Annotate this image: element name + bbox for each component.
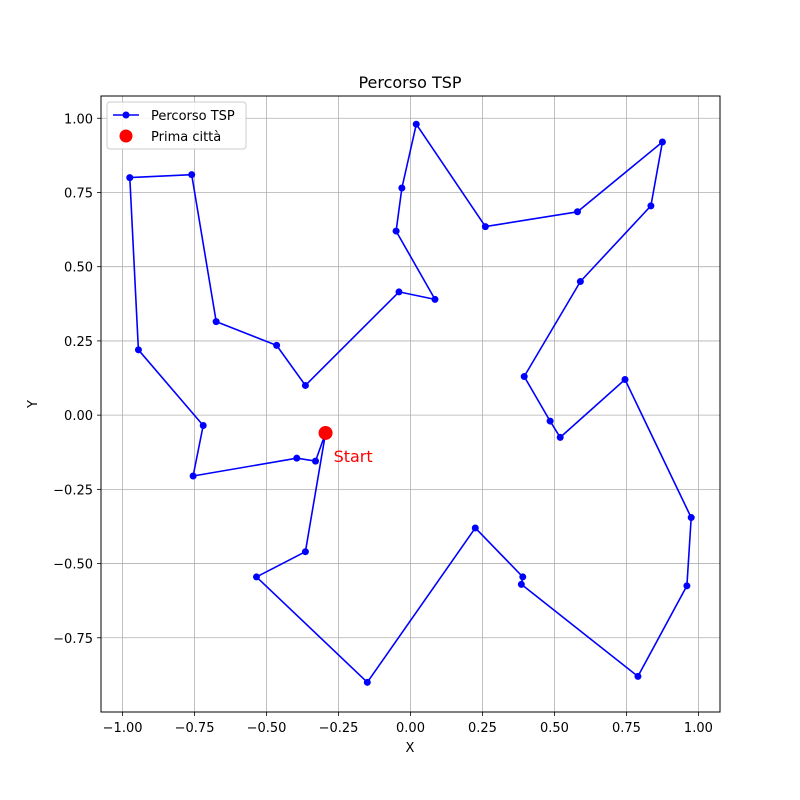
x-tick-label: 1.00	[684, 721, 713, 736]
x-tick-label: 0.25	[468, 721, 497, 736]
route-point	[188, 171, 196, 179]
route-point	[301, 548, 309, 556]
legend-point-marker	[122, 111, 130, 119]
route-point	[519, 573, 527, 581]
y-tick-label: 0.25	[64, 335, 93, 350]
route-point	[311, 457, 319, 465]
x-tick-label: 0.75	[612, 721, 641, 736]
y-tick-label: −0.25	[53, 483, 93, 498]
x-tick-label: −1.00	[103, 721, 143, 736]
route-point	[301, 381, 309, 389]
legend-label-start: Prima città	[151, 130, 221, 145]
route-point	[520, 373, 528, 381]
legend-box	[106, 101, 247, 150]
legend-label-route: Percorso TSP	[151, 109, 235, 124]
route-point	[647, 202, 655, 210]
route-point	[683, 582, 691, 590]
route-point	[392, 227, 400, 235]
route-point	[363, 678, 371, 686]
route-point	[471, 524, 479, 532]
route-point	[576, 278, 584, 286]
route-point	[134, 346, 142, 354]
route-point	[126, 174, 134, 182]
route-point	[431, 295, 439, 303]
route-point	[412, 120, 420, 128]
x-axis-label: X	[406, 741, 415, 756]
x-tick-label: −0.25	[319, 721, 359, 736]
route-point	[199, 422, 207, 430]
y-axis-ticks: −0.75 −0.50 −0.25 0.00 0.25 0.50 0.75 1.00	[53, 112, 101, 647]
route-point	[395, 288, 403, 296]
y-tick-label: 0.75	[64, 186, 93, 201]
x-tick-label: −0.50	[247, 721, 287, 736]
start-city-point	[318, 425, 333, 440]
chart-title: Percorso TSP	[358, 73, 461, 92]
route-point	[546, 417, 554, 425]
route-point	[189, 472, 197, 480]
legend: Percorso TSP Prima città	[106, 101, 247, 150]
route-point	[398, 184, 406, 192]
route-point	[573, 208, 581, 216]
y-axis-label: Y	[26, 400, 41, 409]
x-tick-label: −0.75	[175, 721, 215, 736]
route-point	[481, 223, 489, 231]
route-point	[634, 672, 642, 680]
route-point	[687, 514, 695, 522]
y-tick-label: −0.75	[53, 632, 93, 647]
route-point	[273, 341, 281, 349]
start-group: Start	[318, 425, 373, 466]
route-point	[517, 580, 525, 588]
route-point	[252, 573, 260, 581]
start-annotation: Start	[334, 447, 373, 466]
y-tick-label: 1.00	[64, 112, 93, 127]
route-point	[212, 318, 220, 326]
legend-start-marker	[119, 129, 133, 143]
y-tick-label: 0.00	[64, 409, 93, 424]
route-point	[556, 433, 564, 441]
grid	[101, 96, 720, 712]
x-tick-label: 0.50	[540, 721, 569, 736]
route-point	[621, 376, 629, 384]
x-tick-label: 0.00	[396, 721, 425, 736]
route-point	[658, 138, 666, 146]
y-tick-label: −0.50	[53, 558, 93, 573]
y-tick-label: 0.50	[64, 261, 93, 276]
route-points	[126, 120, 695, 686]
route-point	[293, 454, 301, 462]
x-axis-ticks: −1.00 −0.75 −0.50 −0.25 0.00 0.25 0.50 0.75 1.00	[103, 712, 713, 736]
